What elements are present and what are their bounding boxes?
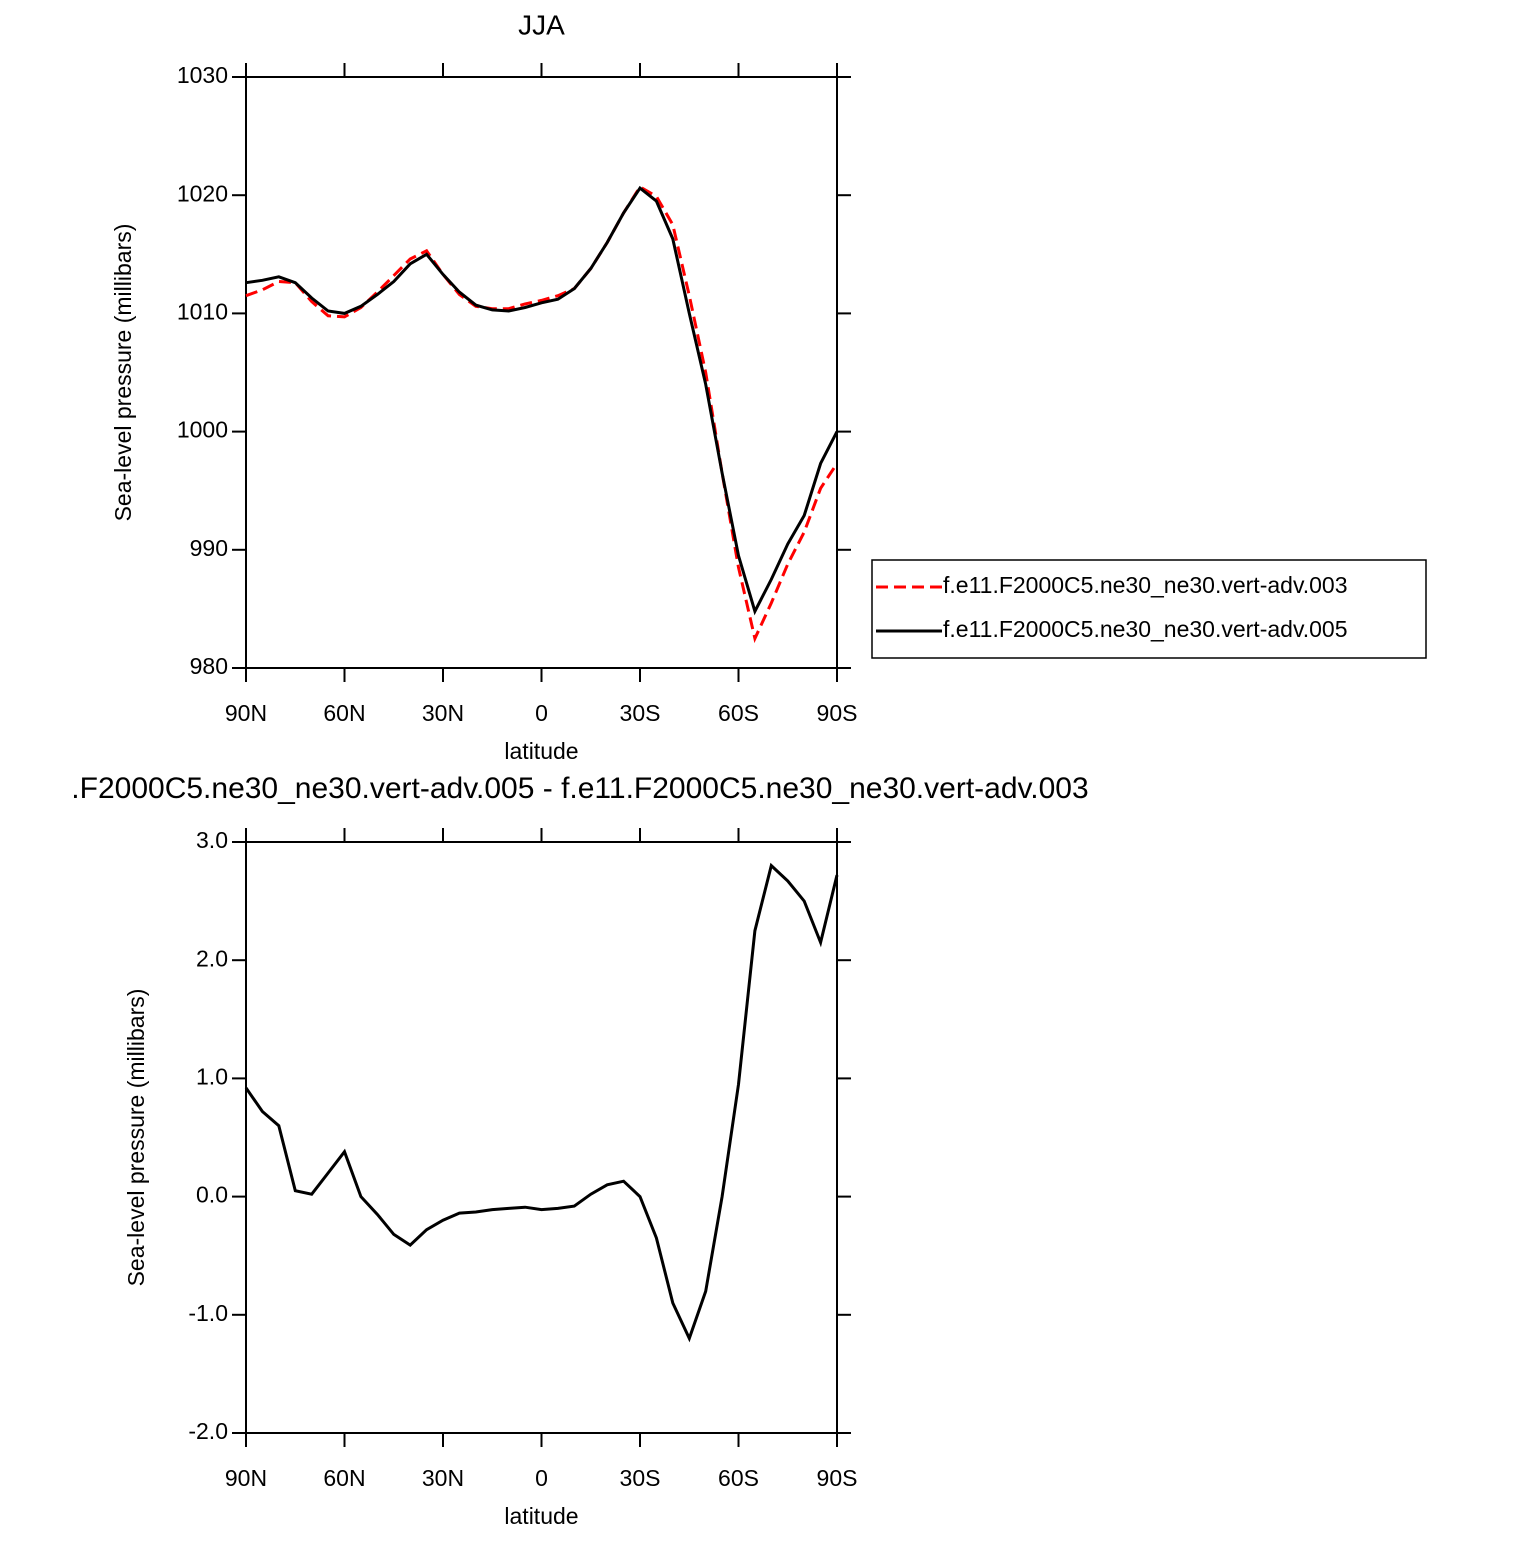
x-tick-label: 90N: [225, 1465, 267, 1491]
y-tick-label: 3.0: [196, 827, 228, 853]
y-tick-label: 1000: [177, 417, 228, 443]
x-tick-label: 90S: [817, 1465, 858, 1491]
series-line: [245, 184, 839, 644]
x-tick-label: 90N: [225, 700, 267, 726]
x-tick-label: 60S: [718, 1465, 759, 1491]
y-axis-label: Sea-level pressure (millibars): [110, 224, 136, 522]
chart-title: JJA: [518, 9, 565, 40]
x-tick-label: 30N: [422, 1465, 464, 1491]
legend-box: [871, 559, 1427, 659]
y-tick-label: -2.0: [188, 1418, 228, 1444]
x-tick-label: 60N: [323, 700, 365, 726]
series-line: [245, 185, 839, 616]
y-tick-label: 1030: [177, 62, 228, 88]
y-tick-label: 980: [190, 653, 228, 679]
plot-frame: [245, 841, 838, 1434]
y-axis-label: Sea-level pressure (millibars): [123, 989, 149, 1287]
series-line: [244, 862, 839, 1343]
x-tick-label: 0: [535, 700, 548, 726]
chart-title: .F2000C5.ne30_ne30.vert-adv.005 - f.e11.…: [71, 772, 1088, 805]
legend-label: f.e11.F2000C5.ne30_ne30.vert-adv.003: [943, 572, 1348, 598]
y-tick-label: 1010: [177, 298, 228, 324]
x-axis-label: latitude: [504, 1503, 578, 1529]
x-tick-label: 30N: [422, 700, 464, 726]
x-tick-label: 30S: [620, 700, 661, 726]
y-tick-label: 990: [190, 535, 228, 561]
y-tick-label: 0.0: [196, 1182, 228, 1208]
x-tick-label: 0: [535, 1465, 548, 1491]
y-tick-label: 1020: [177, 180, 228, 206]
plot-frame: [245, 76, 838, 669]
legend-label: f.e11.F2000C5.ne30_ne30.vert-adv.005: [943, 616, 1348, 642]
x-tick-label: 60S: [718, 700, 759, 726]
x-tick-label: 30S: [620, 1465, 661, 1491]
x-tick-label: 60N: [323, 1465, 365, 1491]
y-tick-label: 1.0: [196, 1063, 228, 1089]
x-tick-label: 90S: [817, 700, 858, 726]
y-tick-label: -1.0: [188, 1300, 228, 1326]
y-tick-label: 2.0: [196, 945, 228, 971]
x-axis-label: latitude: [504, 738, 578, 764]
